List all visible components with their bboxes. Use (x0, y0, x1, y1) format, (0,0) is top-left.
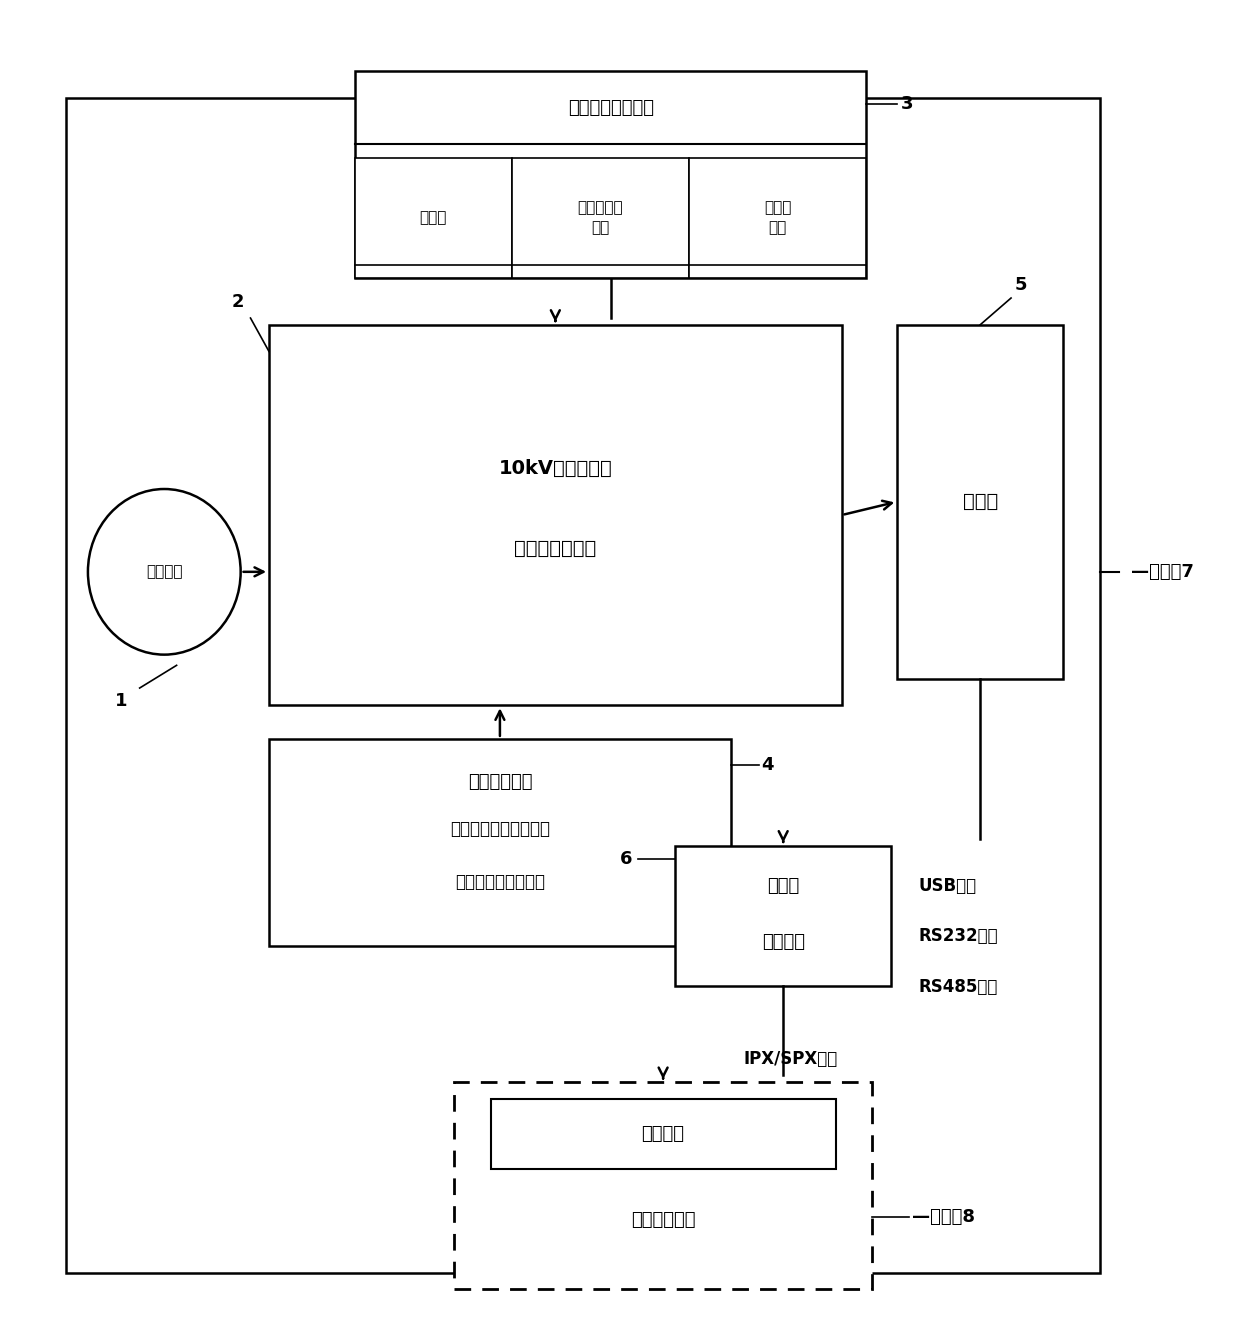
Bar (269, 739, 730, 946)
Text: RS232接口: RS232接口 (918, 927, 998, 945)
Text: —上位机7: —上位机7 (1131, 563, 1194, 581)
Text: 5: 5 (1014, 276, 1027, 294)
Text: 三相电源: 三相电源 (146, 564, 182, 579)
Text: IPX/SPX协议: IPX/SPX协议 (743, 1051, 837, 1068)
Text: 通讯接口: 通讯接口 (761, 934, 805, 952)
Text: 经消弧线圈
接地: 经消弧线圈 接地 (578, 200, 624, 235)
Bar (676, 845, 892, 986)
Text: 数据库: 数据库 (962, 492, 998, 511)
Bar (512, 157, 689, 278)
Circle shape (88, 489, 241, 655)
Text: USB接口: USB接口 (918, 876, 976, 895)
Text: 10kV配电网系统: 10kV配电网系统 (498, 458, 613, 478)
Text: 工控机: 工控机 (768, 878, 800, 895)
Text: （故障类型、位置、发: （故障类型、位置、发 (450, 820, 549, 837)
Text: 接地方式选择模块: 接地方式选择模块 (568, 98, 653, 117)
Bar (454, 1082, 873, 1289)
Text: （结构、参数）: （结构、参数） (515, 539, 596, 558)
Bar (491, 1099, 836, 1169)
Text: 通讯接口: 通讯接口 (641, 1125, 684, 1144)
Text: 待测选线装置: 待测选线装置 (631, 1211, 696, 1228)
Bar (689, 157, 867, 278)
Text: 故障模拟模块: 故障模拟模块 (467, 773, 532, 792)
Bar (355, 71, 867, 278)
Text: 生时刻、持续时间）: 生时刻、持续时间） (455, 874, 544, 891)
Bar (355, 157, 512, 278)
Text: 经电阻
接地: 经电阻 接地 (764, 200, 791, 235)
Text: 不接地: 不接地 (419, 211, 448, 226)
Bar (897, 325, 1064, 679)
Text: 1: 1 (115, 692, 128, 710)
Bar (269, 325, 842, 706)
Text: 6: 6 (620, 849, 632, 868)
Text: TCP/IP协议: TCP/IP协议 (743, 1101, 823, 1120)
Text: RS485接口: RS485接口 (918, 978, 997, 996)
Text: —下位机8: —下位机8 (911, 1208, 975, 1226)
Text: 2: 2 (232, 293, 244, 312)
Bar (66, 98, 1100, 1273)
Text: 4: 4 (761, 757, 774, 774)
Text: 3: 3 (900, 95, 914, 113)
